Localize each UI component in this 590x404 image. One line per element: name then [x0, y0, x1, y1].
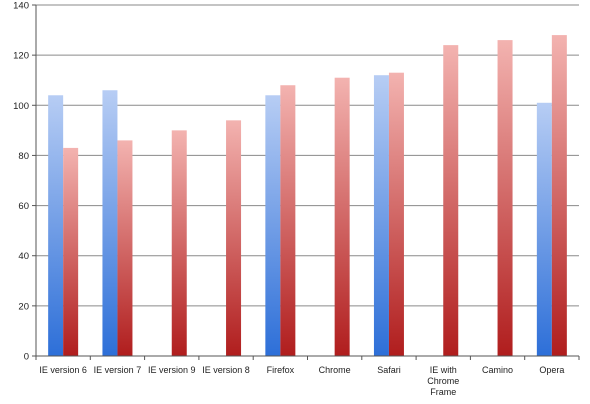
bar-series-2 [280, 85, 295, 356]
bar-series-2 [389, 73, 404, 356]
y-tick-label: 100 [13, 101, 29, 112]
bar-series-2 [63, 148, 78, 356]
bar-series-2 [172, 130, 187, 356]
x-tick-label: Safari [377, 365, 401, 375]
bar-series-1 [537, 103, 552, 356]
bar-series-1 [48, 95, 63, 356]
x-tick-label: IE version 6 [39, 365, 87, 375]
x-tick-label: IE version 7 [94, 365, 142, 375]
bars [48, 35, 567, 356]
x-tick-label: Firefox [267, 365, 295, 375]
x-tick-label: Chrome [319, 365, 351, 375]
bar-series-2 [117, 140, 132, 356]
y-tick-label: 140 [13, 1, 29, 12]
y-tick-label: 20 [18, 301, 29, 312]
bar-series-2 [498, 40, 513, 356]
bar-series-1 [265, 95, 280, 356]
y-tick-label: 40 [18, 251, 29, 262]
x-tick-label: Camino [482, 365, 513, 375]
x-tick-label: IE version 8 [202, 365, 250, 375]
bar-series-2 [226, 120, 241, 356]
x-tick-label: IE with Chrome Frame [427, 365, 459, 397]
y-tick-label: 60 [18, 201, 29, 212]
y-tick-label: 80 [18, 151, 29, 162]
bar-series-1 [102, 90, 117, 356]
x-tick-label: Opera [539, 365, 564, 375]
x-tick-label: IE version 9 [148, 365, 196, 375]
bar-series-1 [374, 75, 389, 356]
bar-series-2 [443, 45, 458, 356]
bar-series-2 [335, 78, 350, 356]
y-tick-label: 120 [13, 51, 29, 62]
bar-series-2 [552, 35, 567, 356]
y-tick-label: 0 [24, 352, 29, 363]
